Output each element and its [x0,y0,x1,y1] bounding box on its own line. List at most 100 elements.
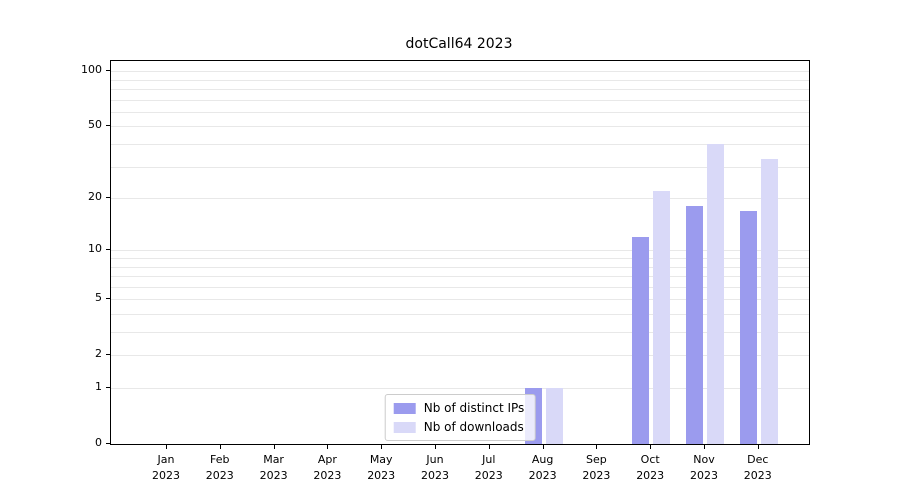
x-tick-month: Nov [693,453,715,466]
x-tick-mark-jan [166,445,167,449]
x-tick-year: 2023 [528,469,557,482]
gridline-2 [111,355,809,357]
x-tick-year: 2023 [743,469,772,482]
y-tick-mark-100 [106,70,110,72]
y-tick-mark-1 [106,387,110,388]
x-tick-year: 2023 [367,469,396,482]
x-tick-mark-may [381,445,383,449]
x-tick-month: Jun [426,453,444,466]
gridline-70 [111,99,809,101]
y-tick-mark-0 [106,443,110,444]
x-tick-mark-aug [542,445,544,449]
y-tick-label-2: 2 [95,347,102,361]
gridline-4 [111,314,809,315]
x-tick-mark-apr [327,445,329,449]
gridline-20 [111,198,809,200]
gridline-80 [111,89,809,90]
bar-nb-of-distinct-ips-nov-2023 [686,206,703,444]
x-tick-year: 2023 [582,469,611,482]
gridline-6 [111,286,809,288]
plot-area: Nb of distinct IPs Nb of downloads [110,60,810,445]
bar-nb-of-distinct-ips-dec-2023 [739,210,757,444]
x-tick-label-mar: Mar 2023 [244,452,304,484]
x-tick-label-apr: Apr 2023 [297,452,357,484]
y-tick-label-100: 100 [81,63,102,77]
x-tick-mark-nov [704,445,705,449]
bar-nb-of-downloads-oct-2023 [653,190,671,444]
gridline-8 [111,266,809,268]
x-tick-label-nov: Nov 2023 [674,452,734,484]
legend-item-downloads: Nb of downloads [393,420,525,434]
x-tick-year: 2023 [152,469,180,482]
legend-swatch-distinct-ips [393,402,416,414]
x-tick-mark-jul [488,445,490,449]
gridline-90 [111,79,809,81]
gridline-3 [111,332,809,333]
x-tick-label-dec: Dec 2023 [728,452,788,484]
gridline-60 [111,111,809,113]
x-tick-month: Dec [747,453,769,466]
y-tick-label-0: 0 [95,436,102,449]
legend-label-downloads: Nb of downloads [423,420,524,434]
bar-nb-of-downloads-dec-2023 [760,159,778,444]
x-tick-label-may: May 2023 [351,452,411,484]
gridline-40 [111,144,809,145]
x-tick-month: Jul [482,453,496,466]
y-tick-mark-5 [106,298,110,300]
legend-label-distinct-ips: Nb of distinct IPs [423,401,525,415]
x-tick-year: 2023 [636,469,665,482]
x-tick-year: 2023 [259,469,288,482]
y-tick-label-50: 50 [88,118,102,132]
x-tick-month: Aug [531,453,554,466]
y-tick-label-10: 10 [88,242,102,256]
legend-item-distinct-ips: Nb of distinct IPs [393,401,525,415]
x-tick-label-oct: Oct 2023 [620,452,680,484]
x-tick-year: 2023 [421,469,449,482]
x-tick-month: May [369,453,393,466]
gridline-7 [111,276,809,277]
x-tick-month: Feb [210,453,230,466]
x-tick-month: Mar [263,453,284,466]
gridline-50 [111,126,809,128]
bar-nb-of-downloads-aug-2023 [545,388,563,444]
gridline-30 [111,166,809,168]
x-tick-year: 2023 [313,469,342,482]
gridline-10 [111,250,809,252]
x-tick-label-jul: Jul 2023 [459,452,519,484]
y-tick-mark-50 [106,125,110,127]
x-tick-month: Oct [640,453,660,466]
x-tick-year: 2023 [474,469,503,482]
x-tick-month: Apr [317,453,337,466]
x-tick-mark-dec [757,445,759,449]
x-tick-label-feb: Feb 2023 [190,452,250,484]
x-tick-label-aug: Aug 2023 [513,452,573,484]
bar-nb-of-distinct-ips-oct-2023 [632,236,650,444]
chart-title: dotCall64 2023 [405,36,513,52]
y-tick-mark-10 [106,249,110,251]
bar-nb-of-downloads-nov-2023 [707,144,724,444]
y-tick-mark-20 [106,197,110,199]
gridline-1 [111,388,809,389]
x-tick-mark-sep [596,445,598,449]
legend: Nb of distinct IPs Nb of downloads [384,394,536,441]
y-tick-label-20: 20 [88,190,102,204]
legend-swatch-downloads [393,421,416,433]
x-tick-year: 2023 [690,469,718,482]
x-tick-year: 2023 [205,469,234,482]
x-tick-mark-oct [650,445,652,449]
gridline-5 [111,299,809,301]
y-tick-mark-2 [106,354,110,356]
x-tick-month: Jan [157,453,175,466]
x-tick-month: Sep [586,453,607,466]
x-tick-mark-mar [273,445,275,449]
x-tick-mark-jun [435,445,436,449]
x-tick-label-sep: Sep 2023 [566,452,626,484]
gridline-100 [111,71,809,73]
y-tick-label-5: 5 [95,291,102,305]
y-tick-label-1: 1 [95,380,102,393]
x-tick-label-jun: Jun 2023 [405,452,465,484]
x-tick-mark-feb [219,445,221,449]
x-tick-label-jan: Jan 2023 [136,452,196,484]
gridline-9 [111,258,809,259]
